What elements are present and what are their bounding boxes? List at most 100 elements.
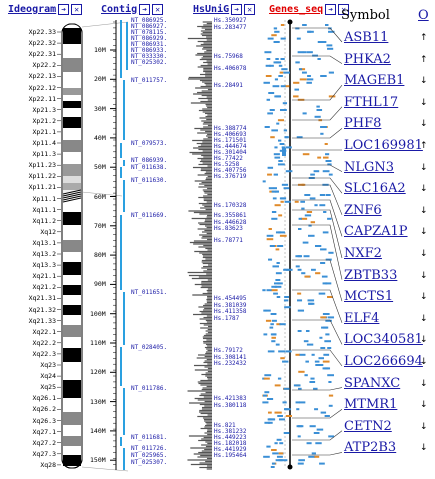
contig-label[interactable]: NT_025302. [131,59,168,66]
unigene-label[interactable]: Hs.301404 [214,149,247,156]
unigene-label[interactable]: Hs.380118 [214,402,247,409]
mb-tick-label: 90M [94,280,106,289]
unigene-label[interactable]: Hs.5258 [214,161,240,168]
arrow-right-icon[interactable]: ➔ [139,3,151,15]
genes-seq-link[interactable]: Genes_seq [269,3,324,15]
gene-symbol-link[interactable]: LOC266694 [344,354,423,369]
unigene-label[interactable]: Hs.406693 [214,131,247,138]
contig-label[interactable]: NT_011651. [131,289,168,296]
contig-label[interactable]: NT_011630. [131,177,168,184]
gene-symbol-link[interactable]: SLC16A2 [344,181,406,197]
gene-feature [276,296,281,298]
unigene-label[interactable]: Hs.381232 [214,428,247,435]
contig-link[interactable]: Contig [101,3,138,15]
gene-symbol-link[interactable]: ELF4 [344,310,380,326]
contig-label[interactable]: NT_086927. [131,23,168,30]
gene-connector-line [292,224,343,280]
gene-feature [328,381,332,383]
gene-symbol-link[interactable]: ATP2B3 [344,440,397,456]
unigene-label[interactable]: Hs.75968 [214,53,243,60]
unigene-label[interactable]: Hs.232432 [214,360,247,367]
contig-label[interactable]: NT_086933. [131,47,168,54]
gene-symbol-link[interactable]: ASB11 [344,30,389,45]
o-column-link[interactable]: O [418,8,429,23]
gene-feature [277,377,282,380]
unigene-label[interactable]: Hs.421383 [214,395,247,402]
unigene-label[interactable]: Hs.308141 [214,354,247,361]
unigene-label[interactable]: Hs.441929 [214,446,247,453]
unigene-label[interactable]: Hs.449223 [214,434,247,441]
unigene-label[interactable]: Hs.283477 [214,24,247,31]
unigene-label[interactable]: Hs.28491 [214,82,243,89]
unigene-label[interactable]: Hs.411358 [214,308,247,315]
hsunig-link[interactable]: HsUniG [193,3,230,15]
gene-symbol-link[interactable]: CAPZA1P [344,224,408,240]
unigene-label[interactable]: Hs.78771 [214,237,243,244]
gene-feature [285,146,292,149]
gene-symbol-link[interactable]: MAGEB1 [344,73,405,89]
contig-label[interactable]: NT_011638. [131,164,168,171]
unigene-label[interactable]: Hs.407756 [214,167,247,174]
unigene-label[interactable]: Hs.195464 [214,452,247,459]
arrow-right-icon[interactable]: ➔ [231,3,243,15]
gene-symbol-link[interactable]: PHKA2 [344,51,391,67]
unigene-label[interactable]: Hs.821 [214,422,236,429]
contig-label[interactable]: NT_011786. [131,385,168,392]
contig-label[interactable]: NT_086925. [131,17,168,24]
gene-symbol-link[interactable]: LOC340581 [344,332,423,348]
gene-symbol-link[interactable]: ZNF6 [344,202,382,218]
close-icon[interactable]: ✕ [71,3,83,15]
gene-feature [281,68,288,71]
contig-label[interactable]: NT_011669. [131,212,168,219]
gene-symbol-link[interactable]: MCTS1 [344,289,394,305]
gene-symbol-link[interactable]: MTMR1 [344,397,398,413]
unigene-label[interactable]: Hs.376719 [214,173,247,180]
contig-label[interactable]: NT_086939. [131,157,168,164]
gene-connector-line [292,452,343,456]
contig-label[interactable]: NT_011726. [131,445,168,452]
contig-label[interactable]: NT_028405. [131,344,168,351]
contig-label[interactable]: NT_086931. [131,41,168,48]
contig-label[interactable]: NT_078115. [131,29,168,36]
unigene-label[interactable]: Hs.406078 [214,65,247,72]
close-icon[interactable]: ✕ [244,3,256,15]
unigene-label[interactable]: Hs.171501 [214,137,247,144]
contig-label[interactable]: NT_086929. [131,35,168,42]
gene-feature [277,245,284,247]
unigene-label[interactable]: Hs.444674 [214,143,247,150]
gene-symbol-link[interactable]: ZBTB33 [344,267,398,283]
arrow-right-icon[interactable]: ➔ [58,3,70,15]
contig-label[interactable]: NT_025307. [131,459,168,466]
close-icon[interactable]: ✕ [338,3,350,15]
contig-label[interactable]: NT_011757. [131,77,168,84]
unigene-label[interactable]: Hs.77422 [214,155,243,162]
gene-symbol-link[interactable]: FTHL17 [344,94,399,110]
gene-symbol-link[interactable]: SPANXC [344,375,401,391]
arrow-right-icon[interactable]: ➔ [325,3,337,15]
ideogram-link[interactable]: Ideogram [8,3,57,15]
gene-symbol-link[interactable]: NXF2 [344,246,382,261]
close-icon[interactable]: ✕ [152,3,164,15]
gene-symbol-link[interactable]: PHF8 [344,116,382,132]
contig-label[interactable]: NT_011681. [131,434,168,441]
unigene-label[interactable]: Hs.1787 [214,315,240,322]
gene-symbol-link[interactable]: LOC169981 [344,138,423,153]
unigene-label[interactable]: Hs.388774 [214,125,247,132]
unigene-label[interactable]: Hs.454495 [214,295,247,302]
gene-feature [262,180,266,183]
unigene-label[interactable]: Hs.83623 [214,225,243,232]
gene-symbol-link[interactable]: NLGN3 [344,159,395,175]
contig-label[interactable]: NT_079573. [131,140,168,147]
unigene-label[interactable]: Hs.182018 [214,440,247,447]
contig-label[interactable]: NT_033330. [131,53,168,60]
gene-symbol-link[interactable]: CETN2 [344,418,392,434]
unigene-label[interactable]: Hs.170328 [214,202,247,209]
gene-feature [284,200,291,203]
unigene-label[interactable]: Hs.79172 [214,347,243,354]
unigene-label[interactable]: Hs.381039 [214,302,247,309]
contig-label[interactable]: NT_025965. [131,452,168,459]
unigene-label[interactable]: Hs.446628 [214,219,247,226]
unigene-label[interactable]: Hs.350927 [214,17,247,24]
gene-connector-line [292,184,343,215]
unigene-label[interactable]: Hs.355861 [214,212,247,219]
